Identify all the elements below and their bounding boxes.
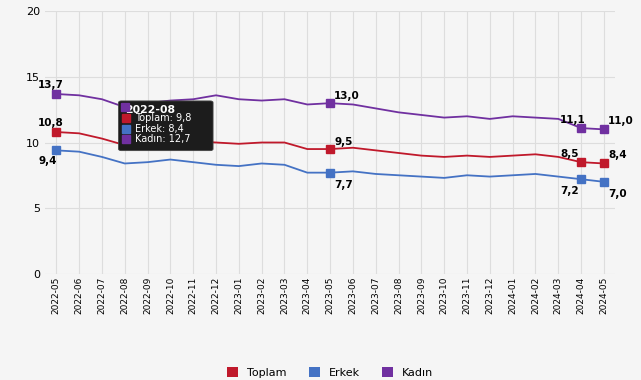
Text: 11,1: 11,1	[560, 114, 586, 125]
FancyBboxPatch shape	[119, 101, 213, 150]
Text: Toplam: 9,8: Toplam: 9,8	[135, 113, 191, 123]
Text: 9,5: 9,5	[335, 137, 353, 147]
Text: 13,0: 13,0	[335, 91, 360, 101]
Text: 7,0: 7,0	[608, 189, 627, 199]
Legend: Toplam, Erkek, Kadın: Toplam, Erkek, Kadın	[221, 361, 439, 380]
Text: 13,7: 13,7	[38, 81, 64, 90]
Text: Erkek: 8,4: Erkek: 8,4	[135, 124, 183, 134]
Text: 2022-08: 2022-08	[126, 105, 176, 116]
Text: 10,8: 10,8	[38, 119, 64, 128]
Text: 9,4: 9,4	[38, 156, 56, 166]
Text: 8,5: 8,5	[560, 149, 579, 158]
Text: 7,2: 7,2	[560, 187, 579, 196]
Text: 7,7: 7,7	[335, 180, 353, 190]
Text: 11,0: 11,0	[608, 116, 634, 126]
Text: 8,4: 8,4	[608, 150, 627, 160]
Text: Kadın: 12,7: Kadın: 12,7	[135, 135, 190, 144]
